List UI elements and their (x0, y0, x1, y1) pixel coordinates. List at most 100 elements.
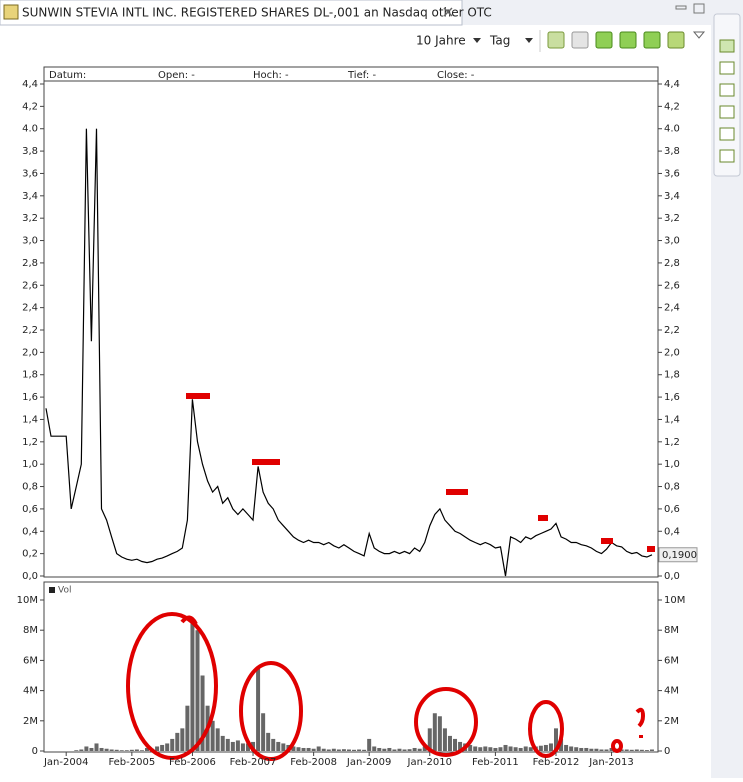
tool-button[interactable] (643, 31, 661, 49)
tool-button[interactable] (667, 31, 685, 49)
volume-bar (124, 750, 129, 751)
volume-bar (624, 749, 629, 751)
y-tick-label: 2,2 (664, 325, 680, 336)
y-tick-label: 0 (32, 746, 38, 757)
sidebar-icon[interactable] (719, 83, 735, 97)
volume-bar (554, 728, 559, 751)
volume-bar (144, 747, 149, 751)
y-tick-label: 2,8 (22, 258, 38, 269)
volume-bar (427, 728, 432, 751)
volume-bar (508, 746, 513, 751)
volume-bar (639, 749, 644, 751)
annotation-circle (180, 615, 198, 625)
y-tick-label: 3,6 (22, 168, 38, 179)
sidebar-icon[interactable] (719, 39, 735, 53)
y-tick-label: 0 (664, 746, 670, 757)
volume-bar (402, 749, 407, 751)
tool-button[interactable] (619, 31, 637, 49)
volume-bar (74, 750, 79, 751)
sidebar-icon[interactable] (719, 149, 735, 163)
x-tick-label: Feb-2008 (290, 757, 337, 768)
volume-chart: 0 0 2M 2M 4M 4M 6M 6M 8M 8M 10M 10M Vol (17, 586, 686, 758)
y-tick-label: 2M (664, 716, 679, 727)
volume-bar (336, 749, 341, 751)
maximize-button[interactable] (693, 3, 705, 14)
volume-bar (346, 749, 351, 751)
y-tick-label: 4,2 (664, 101, 680, 112)
volume-bar (271, 738, 276, 751)
volume-bar (79, 749, 84, 751)
y-tick-label: 4.0 (664, 124, 680, 135)
x-tick-label: Feb-2006 (169, 757, 216, 768)
volume-bar (488, 747, 493, 751)
x-tick-label: Jan-2004 (43, 757, 88, 768)
y-tick-label: 1,8 (22, 370, 38, 381)
view-menu[interactable] (692, 31, 706, 39)
y-tick-label: 3,4 (664, 191, 680, 202)
annotation-circle (528, 700, 564, 758)
volume-bar (397, 748, 402, 751)
volume-bar (634, 749, 639, 751)
tab-close[interactable] (443, 7, 453, 17)
volume-bar (483, 746, 488, 751)
volume-bar (240, 743, 245, 751)
tool-button[interactable] (595, 31, 613, 49)
y-tick-label: 4M (23, 686, 38, 697)
annotations (126, 393, 655, 761)
x-tick-label: Jan-2009 (346, 757, 391, 768)
volume-bar (432, 713, 437, 751)
dropdown-arrow[interactable] (473, 38, 481, 43)
volume-bar (437, 716, 442, 751)
volume-bar (220, 735, 225, 751)
info-label: Datum: (49, 70, 86, 81)
sidebar-icon[interactable] (719, 61, 735, 75)
volume-bar (155, 746, 160, 751)
volume-bar (604, 749, 609, 751)
volume-bar (225, 738, 230, 751)
volume-bar (518, 747, 523, 751)
dropdown-arrow[interactable] (525, 38, 533, 43)
info-label: Open: - (158, 70, 195, 81)
y-tick-label: 1,4 (22, 414, 38, 425)
info-label: Hoch: - (253, 70, 289, 81)
volume-bar (422, 746, 427, 751)
volume-bar (210, 720, 215, 751)
y-tick-label: 2,0 (22, 347, 38, 358)
y-tick-label: 2M (23, 716, 38, 727)
volume-bar (170, 738, 175, 751)
sidebar-icon[interactable] (719, 105, 735, 119)
y-tick-label: 3,0 (22, 236, 38, 247)
volume-bar (498, 747, 503, 751)
minimize-button[interactable] (675, 5, 687, 10)
y-tick-label: 2,8 (664, 258, 680, 269)
y-tick-label: 0,4 (22, 526, 38, 537)
tool-button[interactable] (547, 31, 565, 49)
y-tick-label: 3,0 (664, 236, 680, 247)
y-tick-label: 0,6 (664, 504, 680, 515)
y-tick-label: 3,2 (22, 213, 38, 224)
volume-bar (372, 746, 377, 751)
sidebar-icon[interactable] (719, 127, 735, 141)
volume-bar (256, 667, 261, 751)
volume-bar (523, 746, 528, 751)
volume-bar (165, 743, 170, 751)
volume-bar (84, 746, 89, 751)
volume-bar (407, 749, 412, 751)
y-tick-label: 1,4 (664, 414, 680, 425)
last-price-box (658, 547, 698, 563)
volume-bar (139, 750, 144, 751)
range-select[interactable]: 10 Jahre (416, 34, 466, 48)
volume-bar (609, 747, 614, 751)
y-tick-label: 1,2 (664, 437, 680, 448)
tool-button[interactable] (571, 31, 589, 49)
volume-bar (291, 746, 296, 751)
interval-select[interactable]: Tag (489, 34, 510, 48)
volume-bar (180, 728, 185, 751)
y-tick-label: 1,0 (664, 459, 680, 470)
last-price-label: 0,1900 (662, 550, 697, 561)
volume-bar (94, 743, 99, 751)
volume-bar (195, 630, 200, 751)
volume-bar (392, 749, 397, 751)
x-tick-label: Feb-2012 (533, 757, 580, 768)
tab[interactable] (0, 0, 463, 26)
